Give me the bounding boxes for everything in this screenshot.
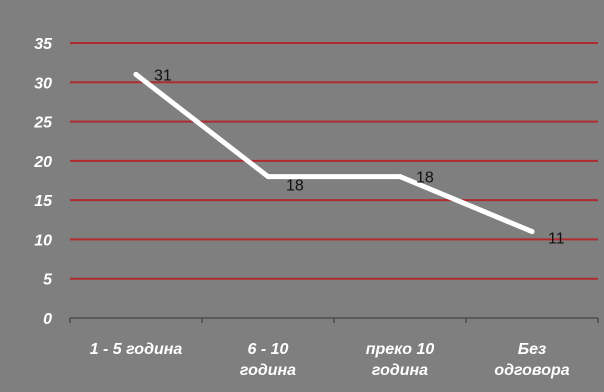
data-label: 18 [416,170,434,187]
x-tick-label: Без одговора [494,341,569,379]
data-labels: 31 18 18 11 [154,67,565,247]
x-tick-label: преко 10 година [366,341,435,379]
x-tick-label-line: одговора [494,362,569,379]
x-tick-label: 6 - 10 година [240,341,296,379]
data-point [397,174,403,180]
data-label: 11 [548,231,565,248]
y-tick-label: 0 [43,311,52,328]
x-tick-label-line: година [240,362,296,379]
data-point [133,71,139,77]
y-tick-label: 25 [33,115,53,132]
data-point [529,229,535,235]
data-label: 31 [154,67,172,84]
x-tick-label: 1 - 5 година [90,341,183,358]
x-tick-label-line: година [372,362,428,379]
gridlines [70,42,598,280]
x-axis-tick-labels: 1 - 5 година 6 - 10 година преко 10 година Бе… [90,341,570,379]
x-tick-label-line: преко 10 [366,341,435,358]
x-tick-label-line: 6 - 10 [248,341,289,358]
y-tick-label: 15 [34,193,53,210]
series-polyline [133,71,535,235]
data-label: 18 [286,178,304,195]
y-axis-tick-labels: 0 5 10 15 20 25 30 35 [33,36,53,328]
x-tick-label-line: 1 - 5 година [90,341,183,358]
y-tick-label: 35 [34,36,53,53]
x-axis [69,317,599,323]
series-line [133,71,535,235]
y-tick-label: 20 [33,154,52,171]
y-tick-label: 30 [34,75,52,92]
x-tick-label-line: Без [518,341,546,358]
data-point [265,174,271,180]
y-tick-label: 5 [43,272,53,289]
y-tick-label: 10 [34,232,52,249]
